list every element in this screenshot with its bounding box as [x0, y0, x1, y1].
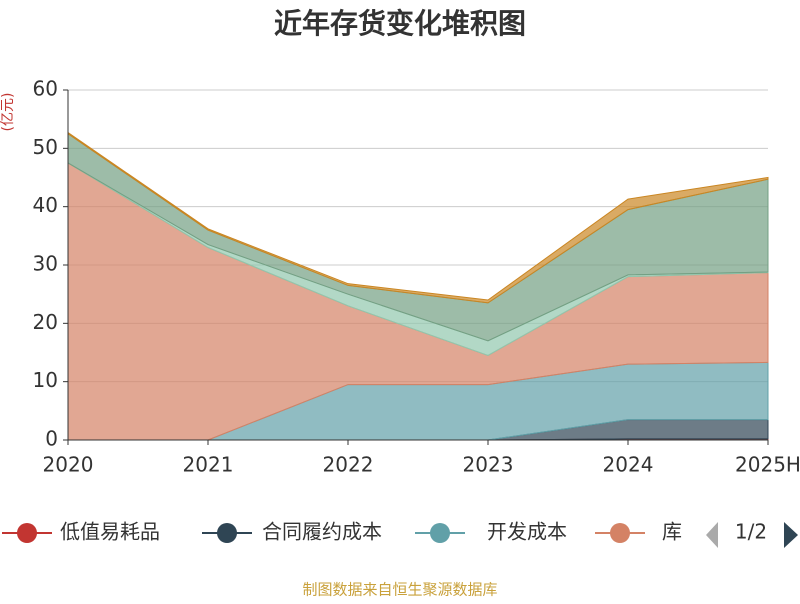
- legend-next[interactable]: [784, 522, 798, 548]
- x-tick-label: 2020: [43, 453, 94, 477]
- y-tick-label: 10: [33, 368, 58, 392]
- legend-page: 1/2: [735, 520, 767, 544]
- x-tick-label: 2021: [183, 453, 234, 477]
- y-tick-label: 60: [33, 77, 58, 101]
- legend-label: 开发成本: [487, 520, 567, 544]
- legend-marker: [610, 523, 630, 543]
- y-tick-label: 40: [33, 193, 58, 217]
- x-tick-label: 2024: [603, 453, 654, 477]
- legend-marker: [217, 523, 237, 543]
- legend-prev[interactable]: [706, 522, 718, 548]
- legend-marker: [17, 523, 37, 543]
- y-tick-label: 20: [33, 310, 58, 334]
- y-tick-label: 50: [33, 135, 58, 159]
- x-tick-label: 2022: [323, 453, 374, 477]
- source-note: 制图数据来自恒生聚源数据库: [302, 581, 497, 599]
- legend-label: 低值易耗品: [60, 520, 160, 544]
- legend-marker: [430, 523, 450, 543]
- area: [67, 131, 769, 304]
- y-axis-label: (亿元): [0, 93, 16, 132]
- y-tick-label: 30: [33, 252, 58, 276]
- x-tick-label: 2023: [463, 453, 514, 477]
- y-tick-label: 0: [45, 427, 58, 451]
- x-tick-label: 2025H: [735, 453, 800, 477]
- chart-title: 近年存货变化堆积图: [274, 7, 526, 40]
- legend-label: 合同履约成本: [262, 520, 382, 544]
- legend-label: 库: [662, 520, 682, 544]
